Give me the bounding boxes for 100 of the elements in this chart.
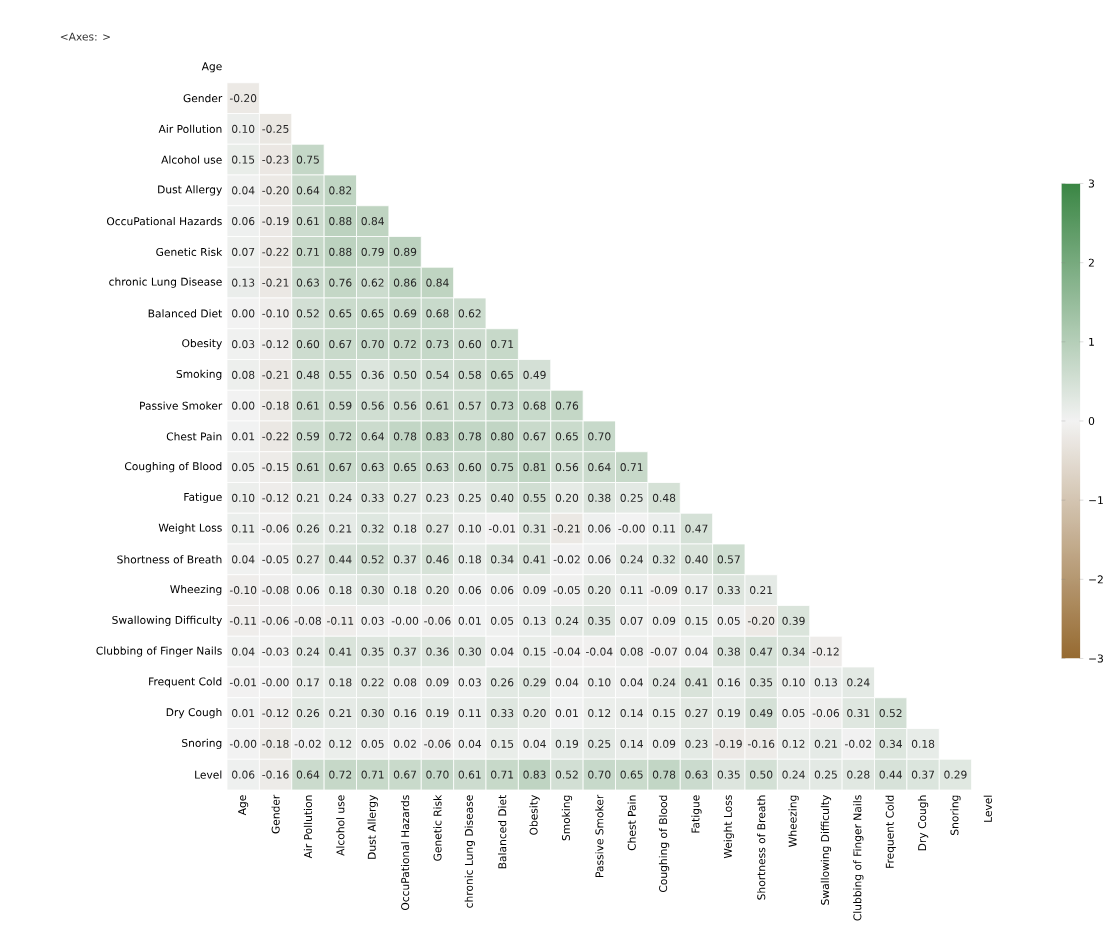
data-label: 0.68 bbox=[426, 309, 449, 318]
data-label: 0.67 bbox=[393, 770, 417, 779]
data-label: 0.24 bbox=[329, 493, 352, 502]
data-label: 0.27 bbox=[426, 524, 449, 533]
data-label: 0.05 bbox=[361, 739, 384, 748]
data-label: 0.83 bbox=[426, 432, 449, 441]
x-tick-label: Shortness of Breath bbox=[757, 795, 766, 900]
data-label: 0.44 bbox=[879, 770, 902, 779]
x-tick-label: Level bbox=[983, 795, 992, 822]
data-label: 0.70 bbox=[361, 340, 384, 349]
data-label: 0.03 bbox=[361, 616, 384, 625]
y-tick-label: Obesity bbox=[182, 338, 222, 350]
data-label: 0.10 bbox=[782, 678, 805, 687]
data-label: 0.24 bbox=[620, 555, 643, 564]
data-label: 0.25 bbox=[588, 739, 611, 748]
data-label: 0.71 bbox=[296, 247, 319, 256]
data-label: 0.13 bbox=[232, 278, 255, 287]
data-label: 0.04 bbox=[232, 555, 255, 564]
data-label: -0.23 bbox=[262, 155, 289, 164]
data-label: 0.35 bbox=[717, 770, 740, 779]
x-tick-label: Age bbox=[238, 795, 249, 816]
data-label: 0.67 bbox=[329, 463, 352, 472]
data-label: 0.78 bbox=[652, 770, 676, 779]
data-label: 0.60 bbox=[296, 340, 320, 349]
data-label: 0.18 bbox=[329, 586, 352, 595]
data-label: 0.18 bbox=[393, 524, 417, 533]
data-label: 0.09 bbox=[652, 616, 676, 625]
data-label: -0.16 bbox=[262, 770, 289, 779]
data-label: 0.11 bbox=[620, 586, 643, 595]
data-label: -0.00 bbox=[262, 678, 289, 687]
data-label: 0.06 bbox=[296, 586, 320, 595]
data-label: 0.20 bbox=[426, 586, 449, 595]
data-label: -0.06 bbox=[262, 616, 289, 625]
x-tick-label: chronic Lung Disease bbox=[464, 795, 475, 908]
data-label: 0.20 bbox=[588, 586, 611, 595]
data-label: 0.18 bbox=[458, 555, 481, 564]
data-label: 0.01 bbox=[458, 616, 481, 625]
data-label: 0.04 bbox=[620, 678, 643, 687]
data-label: 0.36 bbox=[361, 370, 384, 379]
data-label: -0.21 bbox=[262, 370, 289, 379]
data-label: 0.02 bbox=[393, 739, 416, 748]
data-label: 0.70 bbox=[588, 770, 611, 779]
data-label: 0.67 bbox=[523, 432, 546, 441]
data-label: 0.49 bbox=[750, 709, 773, 718]
data-label: 0.41 bbox=[685, 678, 708, 687]
data-label: 0.35 bbox=[361, 647, 384, 656]
data-label: 0.41 bbox=[523, 555, 546, 564]
data-label: -0.06 bbox=[424, 616, 451, 625]
data-label: 0.11 bbox=[652, 524, 675, 533]
data-label: 0.39 bbox=[782, 616, 805, 625]
data-label: -0.03 bbox=[262, 647, 289, 656]
y-tick-label: Coughing of Blood bbox=[124, 461, 222, 473]
data-label: 0.25 bbox=[620, 493, 643, 502]
data-label: 0.55 bbox=[523, 493, 546, 502]
data-label: 0.04 bbox=[458, 739, 482, 748]
data-label: 0.59 bbox=[296, 432, 320, 441]
data-label: 0.04 bbox=[232, 186, 255, 195]
data-label: 0.21 bbox=[329, 709, 352, 718]
x-tick-label: Genetic Risk bbox=[433, 794, 442, 861]
y-tick-label: Genetic Risk bbox=[156, 247, 223, 256]
data-label: -0.16 bbox=[747, 739, 775, 748]
data-label: 0.72 bbox=[329, 770, 352, 779]
y-tick-label: Clubbing of Finger Nails bbox=[96, 646, 222, 657]
data-label: 0.19 bbox=[555, 739, 579, 748]
data-label: 0.09 bbox=[523, 586, 546, 595]
data-label: -0.25 bbox=[262, 124, 289, 133]
data-label: 0.50 bbox=[393, 370, 417, 379]
data-label: 0.06 bbox=[232, 217, 255, 226]
data-label: 0.54 bbox=[426, 370, 449, 379]
data-label: 0.15 bbox=[685, 616, 708, 625]
data-label: 0.06 bbox=[491, 586, 514, 595]
data-label: 0.01 bbox=[232, 709, 255, 718]
data-label: 0.59 bbox=[329, 401, 352, 410]
data-label: 0.60 bbox=[458, 340, 481, 349]
data-label: 0.40 bbox=[685, 555, 708, 564]
data-label: 0.15 bbox=[491, 739, 514, 748]
x-tick-label: Fatigue bbox=[691, 795, 702, 833]
y-tick-label: OccuPational Hazards bbox=[106, 217, 222, 226]
data-label: -0.12 bbox=[262, 709, 289, 718]
data-label: 0.69 bbox=[393, 309, 417, 318]
data-label: -0.11 bbox=[327, 616, 354, 625]
data-label: -0.20 bbox=[262, 186, 289, 195]
data-label: -0.02 bbox=[553, 555, 580, 564]
data-label: 0.21 bbox=[814, 739, 837, 748]
y-tick-label: Dry Cough bbox=[166, 707, 222, 719]
data-label: 0.33 bbox=[361, 493, 384, 502]
data-label: 0.22 bbox=[361, 678, 384, 687]
data-label: -0.19 bbox=[715, 739, 742, 748]
data-label: 0.76 bbox=[555, 401, 579, 410]
x-tick-label: Smoking bbox=[561, 795, 573, 841]
data-label: 0.56 bbox=[361, 401, 384, 410]
data-label: 0.06 bbox=[588, 524, 611, 533]
data-label: 0.48 bbox=[652, 493, 676, 502]
data-label: 0.00 bbox=[232, 401, 255, 410]
data-label: 0.78 bbox=[458, 432, 481, 441]
data-label: 0.61 bbox=[296, 463, 319, 472]
data-label: 0.84 bbox=[426, 278, 449, 287]
data-label: 0.23 bbox=[685, 739, 708, 748]
data-label: 0.52 bbox=[555, 770, 578, 779]
data-label: 0.64 bbox=[296, 770, 320, 779]
